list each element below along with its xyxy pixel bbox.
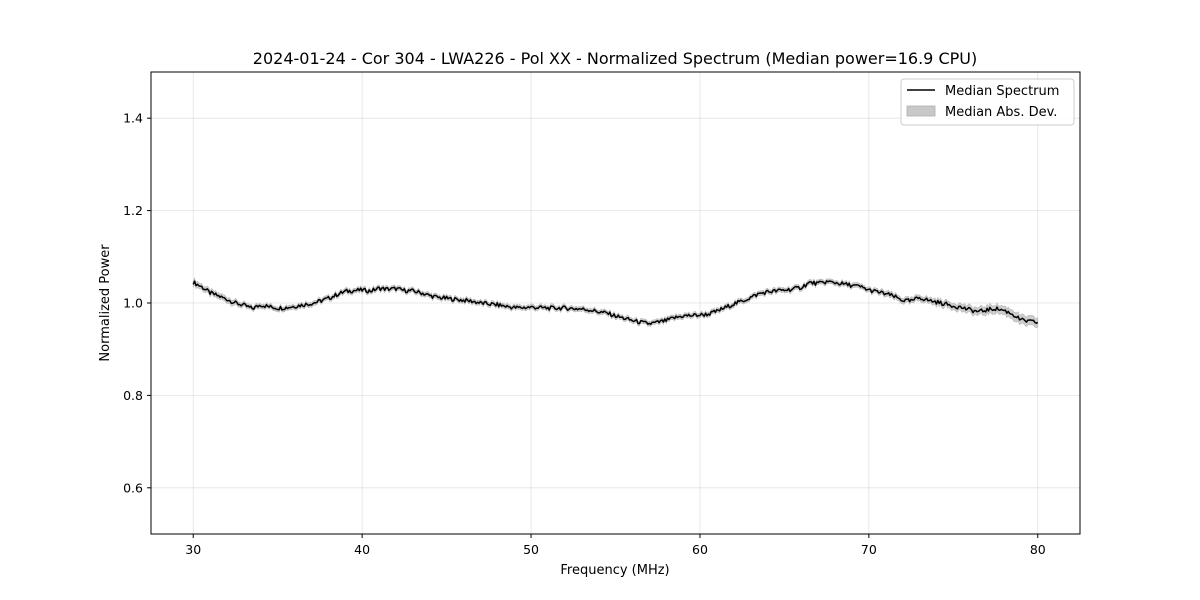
x-tick-label: 50 [523,542,539,557]
x-tick-label: 70 [861,542,877,557]
legend: Median Spectrum Median Abs. Dev. [900,78,1075,126]
legend-label-median-spectrum: Median Spectrum [945,84,1059,99]
median-spectrum-line [192,280,1039,326]
y-tick-label: 0.8 [123,388,143,403]
x-tick-label: 30 [185,542,201,557]
legend-box [900,78,1075,126]
y-tick-label: 0.6 [123,480,143,495]
y-tick-label: 1.2 [123,203,143,218]
x-axis-ticks: 30 40 50 60 70 80 [185,534,1046,557]
y-tick-label: 1.0 [123,296,143,311]
legend-label-median-abs-dev: Median Abs. Dev. [945,105,1057,120]
y-axis-label: Normalized Power [98,244,113,362]
x-tick-label: 40 [354,542,370,557]
x-tick-label: 60 [692,542,708,557]
x-axis-label: Frequency (MHz) [560,563,669,578]
chart-title: 2024-01-24 - Cor 304 - LWA226 - Pol XX -… [253,49,977,68]
plot-area [192,277,1039,329]
legend-band-swatch [906,105,936,117]
y-axis-ticks: 0.6 0.8 1.0 1.2 1.4 [123,111,151,495]
x-tick-label: 80 [1030,542,1046,557]
y-tick-label: 1.4 [123,111,143,126]
